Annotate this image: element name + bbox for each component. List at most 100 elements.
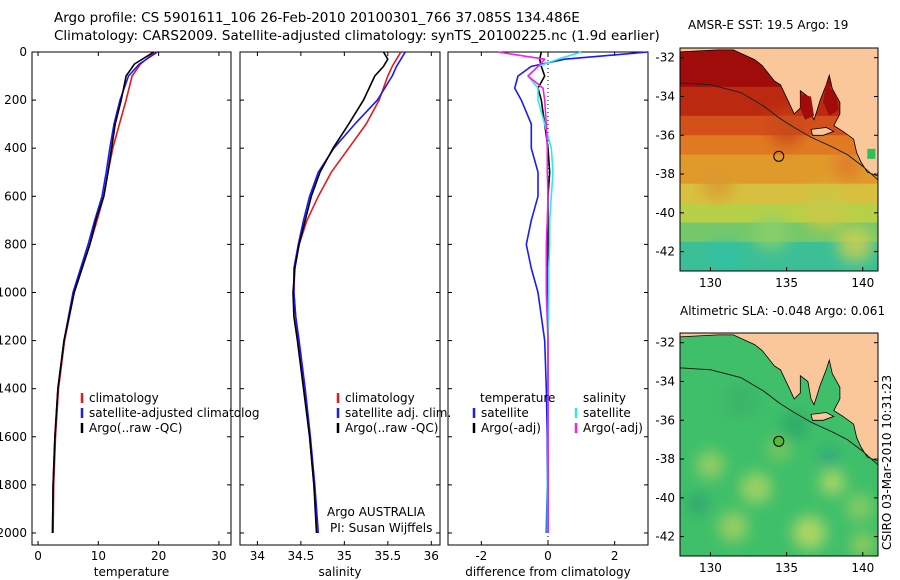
x-tick-label: 2 (611, 549, 619, 563)
sla-texture (688, 382, 875, 556)
sla-map-panel: 130 135 140 -32 -34 -36 -38 -40 -42 (655, 332, 879, 575)
x-tick-label: 0 (34, 549, 42, 563)
legend-label: satellite (481, 406, 529, 420)
legend-heading-salinity: salinity (583, 391, 626, 405)
sst-band (680, 135, 878, 156)
series-line-argo-raw-qc- (292, 51, 389, 534)
lon-tick-label: 130 (699, 561, 722, 575)
lon-tick-label: 140 (851, 561, 874, 575)
sla-patch (767, 437, 791, 462)
sla-patch (718, 511, 749, 542)
y-tick-label: 600 (4, 189, 27, 203)
lat-tick-label: -32 (655, 51, 675, 65)
sst-patch (802, 186, 847, 231)
island (810, 412, 835, 421)
x-tick-label: 20 (151, 549, 166, 563)
y-tick-label: 0 (19, 45, 27, 59)
sla-patch (740, 472, 773, 505)
timestamp-stamp: CSIRO 03-Mar-2010 10:31:23 (880, 374, 894, 550)
legend-label: Argo(..raw -QC) (345, 421, 438, 435)
sst-patch (837, 225, 874, 262)
lat-tick-label: -40 (655, 206, 675, 220)
land-mass (680, 333, 878, 462)
legend-label: Argo(-adj) (583, 421, 643, 435)
sla-patch (821, 449, 838, 466)
x-tick-label: 34 (250, 549, 265, 563)
series-line-climatology (52, 51, 156, 534)
temperature-panel: 0 10 20 30 0 200 400 600 800 1000 1200 1400 1600 1800… (0, 45, 259, 579)
sst-patch (833, 150, 862, 179)
gulf-water (800, 94, 814, 120)
y-tick-label: 800 (4, 237, 27, 251)
y-tick-label: 1200 (0, 334, 27, 348)
y-tick-label: 400 (4, 141, 27, 155)
y-tick-label: 2000 (0, 526, 27, 540)
lat-tick-label: -34 (655, 89, 675, 103)
series-line-argo-raw-qc- (51, 51, 155, 534)
land-mass (680, 48, 878, 177)
sla-patch (722, 382, 759, 419)
legend-heading-temperature: temperature (480, 391, 555, 405)
coastal-patch (867, 148, 876, 159)
sla-patch (780, 412, 809, 441)
x-tick-label: 35 (337, 549, 352, 563)
lat-tick-label: -36 (655, 128, 675, 142)
y-tick-label: 1600 (0, 430, 27, 444)
profile-title: Argo profile: CS 5901611_106 26-Feb-2010… (54, 10, 580, 26)
lon-tick-label: 135 (775, 276, 798, 290)
lat-tick-label: -42 (655, 245, 675, 259)
lat-tick-label: -40 (655, 491, 675, 505)
x-tick-label: 30 (211, 549, 226, 563)
sla-patch (850, 532, 875, 556)
sst-patch (768, 109, 805, 146)
argo-float-marker (773, 435, 785, 447)
sla-patch (688, 493, 709, 514)
sst-texture (702, 109, 874, 271)
gulf-water (823, 82, 839, 116)
legend-label: Argo(..raw -QC) (89, 421, 182, 435)
series-line-satellite-adjusted-climatolog (51, 51, 158, 534)
x-tick-label: 35.5 (374, 549, 401, 563)
y-tick-label: 200 (4, 93, 27, 107)
plot-frame (239, 51, 441, 546)
lat-tick-label: -36 (655, 413, 675, 427)
sla-patch (819, 469, 846, 496)
lat-tick-label: -32 (655, 336, 675, 350)
legend-label: Argo(-adj) (481, 421, 541, 435)
sst-patch (753, 214, 790, 251)
series-line-salinity-satellite (527, 51, 582, 533)
series-line-climatology (293, 51, 402, 534)
x-axis-label: difference from climatology (465, 565, 631, 579)
series-line-satellite-adj-clim- (293, 51, 406, 534)
x-axis-label: temperature (94, 565, 169, 579)
sst-map-field (680, 48, 878, 271)
series-line-temperature-satellite (513, 51, 649, 534)
sst-map-panel: 130 135 140 -32 -34 -36 -38 -40 -42 (655, 47, 879, 290)
y-tick-label: 1000 (0, 285, 27, 299)
legend-label: satellite adj. clim. (345, 406, 451, 420)
sst-patch (709, 241, 742, 271)
legend-label: satellite (583, 406, 631, 420)
series-line-salinity-argo-adj- (497, 51, 549, 533)
lon-tick-label: 135 (775, 561, 798, 575)
sla-map-title: Altimetric SLA: -0.048 Argo: 0.061 (680, 304, 886, 318)
legend-label: climatology (89, 391, 159, 405)
sst-patch (702, 167, 735, 200)
pi-note: PI: Susan Wijffels (330, 521, 432, 535)
sla-patch (792, 515, 827, 550)
lat-tick-label: -34 (655, 374, 675, 388)
lat-tick-label: -38 (655, 167, 675, 181)
sla-map-field (680, 333, 878, 556)
sst-map-title: AMSR-E SST: 19.5 Argo: 19 (688, 18, 849, 32)
y-tick-label: 1400 (0, 382, 27, 396)
legend-label: satellite-adjusted climatolog (89, 406, 259, 420)
lon-tick-label: 130 (699, 276, 722, 290)
bathymetry-contour (680, 367, 878, 466)
argo-float-marker (773, 150, 785, 162)
argo-australia-note: Argo AUSTRALIA (327, 505, 426, 519)
y-tick-label: 1800 (0, 478, 27, 492)
x-tick-label: 36 (424, 549, 439, 563)
map-frame (679, 332, 879, 557)
sla-patch (696, 450, 725, 479)
lon-tick-label: 140 (851, 276, 874, 290)
